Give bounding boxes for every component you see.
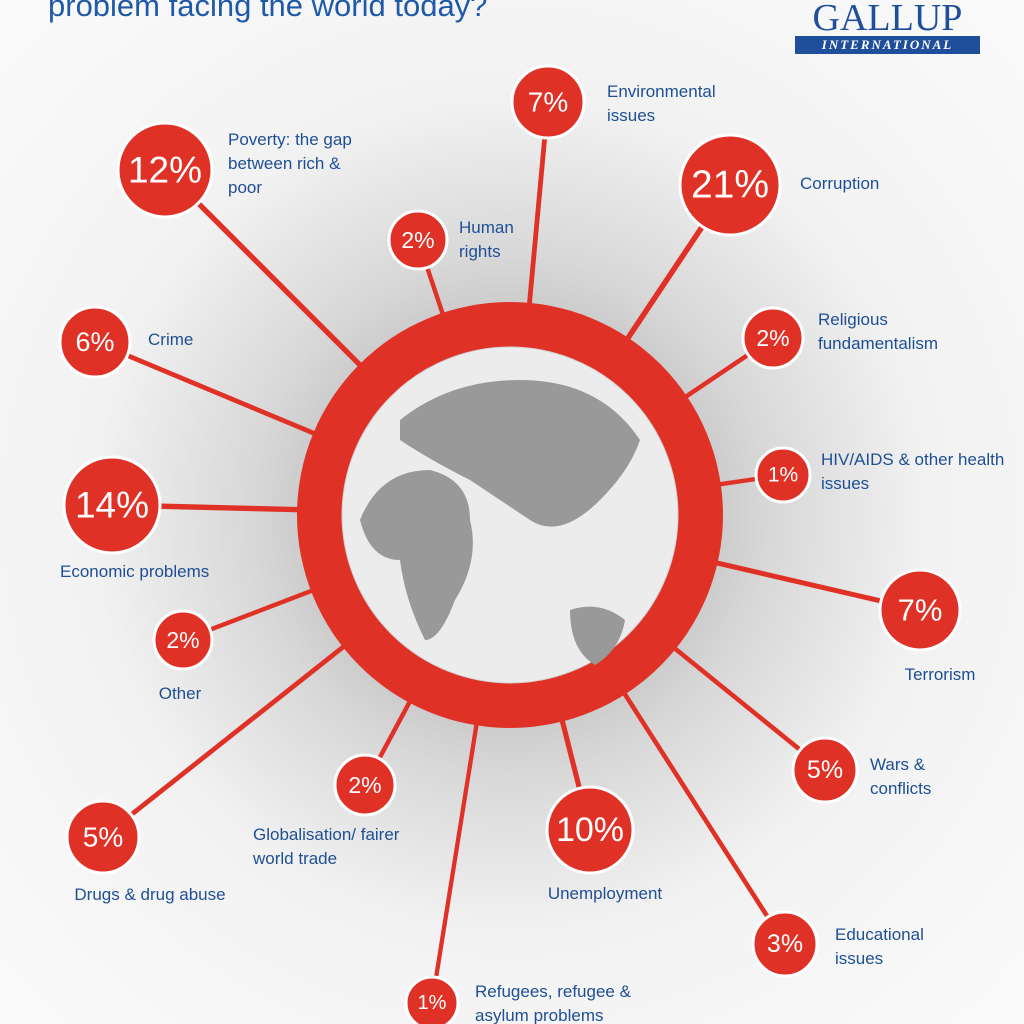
value-label: 3% [767, 930, 803, 958]
title: problem facing the world today? [48, 0, 488, 23]
bubble [791, 736, 859, 804]
category-label: Religious fundamentalism [818, 310, 939, 353]
bubble [741, 306, 805, 370]
value-label: 2% [401, 227, 434, 253]
value-label: 2% [166, 627, 199, 653]
category-label: Corruption [800, 174, 880, 193]
bubble [387, 209, 449, 271]
connector [94, 339, 318, 437]
bubble [754, 446, 812, 504]
value-label: 5% [83, 822, 123, 853]
connector [429, 722, 479, 1004]
bubble [152, 609, 214, 671]
value-label: 10% [556, 811, 624, 849]
category-label: Unemployment [547, 884, 663, 903]
bubble [751, 910, 819, 978]
value-label: 2% [348, 772, 381, 798]
category-label: Crime [148, 330, 194, 349]
value-label: 1% [768, 464, 798, 487]
category-label: Economic problems [60, 562, 210, 581]
category-label: Other [158, 684, 202, 703]
bubble [62, 455, 162, 555]
category-label: Globalisation/ fairer world trade [253, 825, 400, 868]
bubble [510, 64, 586, 140]
value-label: 1% [418, 992, 447, 1014]
value-label: 6% [75, 327, 114, 357]
bubble [58, 305, 132, 379]
value-label: 7% [898, 593, 943, 628]
category-label: Drugs & drug abuse [74, 885, 226, 904]
value-label: 12% [128, 150, 202, 191]
category-label: Refugees, refugee & asylum problems [475, 982, 631, 1024]
value-label: 7% [528, 87, 568, 118]
logo: GALLUP INTERNATIONAL [795, 0, 980, 54]
bubble [878, 568, 962, 652]
logo-name: GALLUP [812, 0, 963, 39]
logo-subtitle: INTERNATIONAL [795, 36, 980, 54]
connector [101, 643, 347, 839]
category-label: Wars & conflicts [870, 755, 932, 798]
bubble [545, 785, 635, 875]
category-label: Environmental issues [607, 82, 716, 125]
bubble [333, 753, 397, 817]
continents [360, 380, 640, 665]
bubble [65, 799, 141, 875]
bubble [116, 121, 214, 219]
bubble [678, 133, 782, 237]
category-label: Human rights [459, 218, 514, 261]
connector [621, 690, 787, 946]
category-label: HIV/AIDS & other health issues [821, 450, 1005, 493]
value-label: 5% [807, 756, 843, 784]
category-label: Poverty: the gap between rich & poor [228, 130, 352, 197]
value-label: 21% [691, 164, 769, 207]
value-label: 14% [75, 485, 149, 526]
category-label: Terrorism [904, 665, 976, 684]
value-label: 2% [756, 325, 789, 351]
category-label: Educational issues [835, 925, 924, 968]
bubble [404, 975, 460, 1024]
